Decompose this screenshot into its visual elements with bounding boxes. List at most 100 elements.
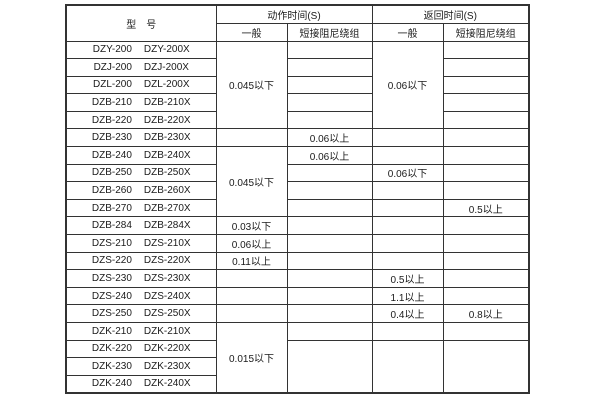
table-row: DZS-210 DZS-210X 0.06以上	[65, 234, 530, 253]
action_damping-cell	[286, 75, 373, 95]
return_damping-cell	[442, 286, 530, 306]
model-name: DZS-210X	[143, 237, 191, 249]
action-general-header: 一般	[215, 22, 288, 42]
return_damping-cell	[442, 251, 530, 271]
model-cell: DZB-230 DZB-230X	[65, 128, 217, 148]
action_damping-cell	[286, 40, 373, 60]
table-row: DZL-200 DZL-200X	[65, 75, 530, 95]
table-row: DZB-270 DZB-270X 0.5以上	[65, 198, 530, 218]
table-row: DZB-210 DZB-210X	[65, 93, 530, 112]
action_general-cell: 0.045以下	[215, 40, 288, 130]
model-name: DZB-240X	[143, 149, 191, 161]
model-name: DZS-230	[91, 273, 132, 285]
action-time-header: 动作时间(S)	[215, 4, 373, 24]
table-row: DZB-220 DZB-220X	[65, 110, 530, 130]
return_damping-cell: 0.5以上	[442, 198, 530, 218]
return_damping-cell	[442, 216, 530, 236]
return_general-cell	[371, 216, 444, 236]
model-name: DZY-200X	[143, 44, 190, 56]
model-cell: DZL-200 DZL-200X	[65, 75, 217, 95]
return_general-cell: 0.06以下	[371, 163, 444, 183]
table-row: DZK-230 DZK-230X	[65, 357, 529, 376]
model-name: DZS-250X	[143, 308, 191, 320]
model-name: DZY-200	[92, 44, 132, 56]
return_general-cell	[371, 251, 444, 271]
action_damping-cell	[286, 339, 373, 394]
return_damping-cell	[442, 128, 530, 148]
table-row: DZS-220 DZS-220X 0.11以上	[65, 251, 530, 271]
return_general-cell: 1.1以上	[371, 286, 444, 306]
action_damping-cell	[286, 286, 373, 306]
return_general-cell	[371, 339, 444, 394]
action_general-cell: 0.03以下	[215, 216, 288, 236]
action_damping-cell	[286, 304, 373, 323]
action_general-cell	[215, 286, 288, 306]
model-name: DZB-284	[91, 220, 132, 232]
model-name: DZB-220	[91, 114, 132, 126]
return_damping-cell	[442, 110, 530, 130]
action-damping-header: 短接阻尼绕组	[286, 22, 373, 42]
model-cell: DZB-284 DZB-284X	[65, 216, 217, 236]
model-name: DZS-240X	[143, 290, 191, 302]
model-name: DZJ-200	[93, 61, 132, 73]
header-row-top: 型 号 动作时间(S) 返回时间(S)	[65, 4, 530, 42]
model-cell: DZB-260 DZB-260X	[65, 181, 217, 200]
action_damping-cell	[286, 93, 373, 112]
model-name: DZS-220X	[143, 255, 191, 267]
return-damping-header: 短接阻尼绕组	[442, 22, 530, 42]
action_general-cell: 0.06以上	[215, 234, 288, 253]
model-name: DZK-230X	[143, 360, 191, 372]
return_general-cell	[371, 234, 444, 253]
table-row: DZY-200 DZY-200X 0.045以下 0.06以下	[65, 40, 530, 130]
spec-table-body: DZY-200 DZY-200X 0.045以下 0.06以下 DZJ-200 DZJ-2…	[65, 40, 530, 394]
model-cell: DZY-200 DZY-200X	[65, 40, 217, 60]
return_damping-cell	[442, 234, 530, 253]
action_damping-cell	[286, 198, 373, 218]
model-cell: DZK-210 DZK-210X	[65, 322, 217, 341]
model-name: DZB-250	[91, 167, 132, 179]
return_damping-cell	[442, 40, 530, 60]
return_damping-cell	[442, 339, 530, 394]
model-name: DZB-270X	[143, 202, 191, 214]
model-name: DZB-250X	[143, 167, 191, 179]
return_general-cell: 0.4以上	[371, 304, 444, 323]
model-name: DZS-210	[91, 237, 132, 249]
model-cell: DZS-230 DZS-230X	[65, 269, 217, 288]
return-general-header: 一般	[371, 22, 444, 42]
model-cell: DZB-210 DZB-210X	[65, 93, 217, 112]
table-row: DZB-250 DZB-250X 0.06以下	[65, 163, 530, 183]
return-time-header: 返回时间(S)	[371, 4, 530, 24]
return_general-cell	[371, 322, 444, 341]
action_general-cell: 0.015以下	[215, 321, 288, 394]
model-name: DZB-220X	[143, 114, 191, 126]
model-name: DZK-240	[91, 378, 132, 390]
action_damping-cell	[286, 269, 373, 288]
model-name: DZB-230X	[143, 132, 191, 144]
table-row: DZB-240 DZB-240X 0.045以下 0.06以上	[65, 146, 530, 218]
spec-table: 型 号 动作时间(S) 返回时间(S) 一般 短接阻尼绕组 一般 短接阻尼绕组 …	[65, 4, 530, 394]
model-cell: DZS-210 DZS-210X	[65, 234, 217, 253]
model-name: DZB-240	[91, 149, 132, 161]
action_damping-cell	[286, 234, 373, 253]
return_damping-cell	[442, 93, 530, 112]
model-name: DZB-260	[91, 185, 132, 197]
model-name: DZB-284X	[143, 220, 191, 232]
action_general-cell	[215, 128, 288, 148]
action_damping-cell	[286, 163, 373, 183]
action_general-cell	[215, 269, 288, 288]
return_damping-cell	[442, 58, 530, 77]
table-row: DZJ-200 DZJ-200X	[65, 58, 530, 77]
return_damping-cell	[442, 322, 530, 341]
model-cell: DZB-250 DZB-250X	[65, 163, 217, 183]
action_general-cell: 0.11以上	[215, 251, 288, 271]
return_general-cell	[371, 146, 444, 165]
action_general-cell: 0.045以下	[215, 146, 288, 218]
table-row: DZB-260 DZB-260X	[65, 181, 530, 200]
model-name: DZK-240X	[143, 378, 191, 390]
table-row: DZK-210 DZK-210X 0.015以下	[65, 321, 530, 394]
return_damping-cell: 0.8以上	[442, 304, 530, 323]
table-row: DZB-284 DZB-284X 0.03以下	[65, 216, 530, 236]
return_general-cell	[371, 181, 444, 200]
model-name: DZK-230	[91, 360, 132, 372]
